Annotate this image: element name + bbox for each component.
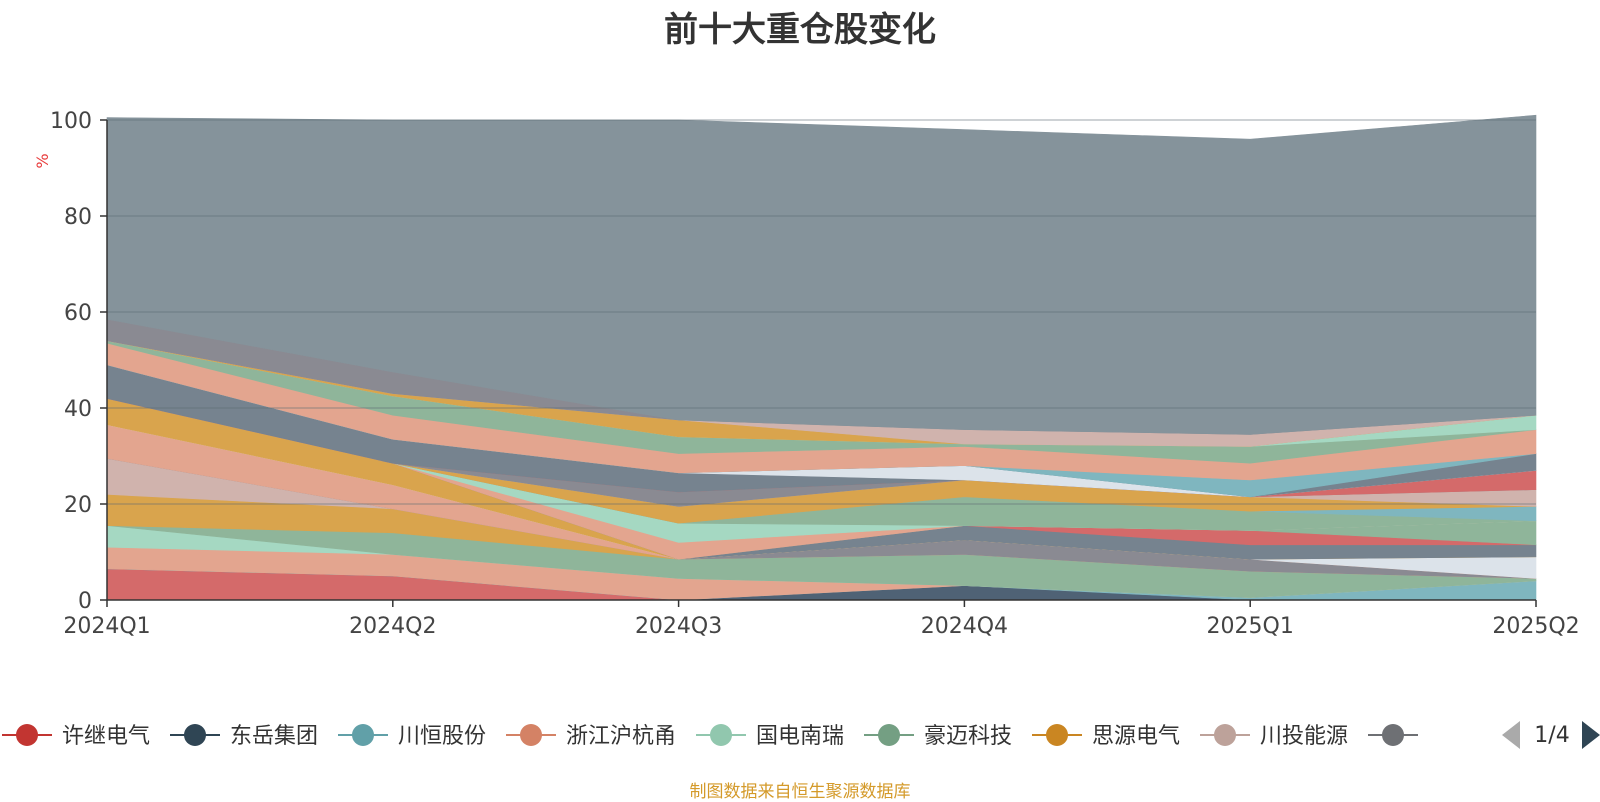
x-tick-label: 2025Q2 <box>1492 614 1579 639</box>
legend-pager: 1/4 <box>1502 721 1600 749</box>
legend-circle-marker <box>184 724 206 746</box>
legend-label: 许继电气 <box>62 724 150 749</box>
axes <box>100 119 1537 607</box>
legend-label: 思源电气 <box>1092 724 1180 749</box>
x-tick-label: 2024Q2 <box>349 614 436 639</box>
y-tick-label: 20 <box>64 493 92 518</box>
legend-circle-marker <box>352 724 374 746</box>
legend: 许继电气 东岳集团 川恒股份 浙江沪杭甬 国电南瑞 豪迈科技 思源电气 川投能源 <box>2 724 1418 749</box>
legend-item[interactable]: 川投能源 <box>1200 724 1348 749</box>
legend-item[interactable]: 川恒股份 <box>338 724 486 749</box>
source-note: 制图数据来自恒生聚源数据库 <box>689 782 911 802</box>
legend-label: 川投能源 <box>1260 724 1348 749</box>
legend-item[interactable]: 国电南瑞 <box>696 724 844 749</box>
next-page-arrow-icon[interactable] <box>1582 721 1600 749</box>
x-tick-label: 2024Q4 <box>921 614 1008 639</box>
legend-circle-marker <box>520 724 542 746</box>
legend-label: 浙江沪杭甬 <box>566 724 676 749</box>
x-tick-label: 2025Q1 <box>1207 614 1294 639</box>
legend-page-indicator: 1/4 <box>1534 723 1569 748</box>
y-axis-labels: 0 20 40 60 80 100 <box>50 109 92 614</box>
chart-title: 前十大重仓股变化 <box>664 10 936 50</box>
grid-lines <box>107 119 1536 505</box>
legend-label: 川恒股份 <box>398 724 486 749</box>
x-tick-label: 2024Q1 <box>63 614 150 639</box>
legend-item[interactable] <box>1368 724 1418 746</box>
legend-label: 东岳集团 <box>230 724 318 749</box>
prev-page-arrow-icon[interactable] <box>1502 721 1520 749</box>
legend-item[interactable]: 思源电气 <box>1032 724 1180 749</box>
legend-circle-marker <box>16 724 38 746</box>
y-tick-label: 0 <box>78 589 92 614</box>
legend-circle-marker <box>1046 724 1068 746</box>
legend-label: 豪迈科技 <box>924 724 1012 749</box>
y-tick-label: 40 <box>64 397 92 422</box>
legend-item[interactable]: 东岳集团 <box>170 724 318 749</box>
y-axis-unit: % <box>33 153 52 168</box>
legend-circle-marker <box>878 724 900 746</box>
legend-circle-marker <box>1382 724 1404 746</box>
y-tick-label: 100 <box>50 109 92 134</box>
legend-circle-marker <box>1214 724 1236 746</box>
legend-item[interactable]: 浙江沪杭甬 <box>506 724 676 749</box>
x-axis-labels: 2024Q1 2024Q2 2024Q3 2024Q4 2025Q1 2025Q2 <box>63 614 1579 639</box>
stacked-areas <box>106 114 1537 601</box>
x-tick-label: 2024Q3 <box>635 614 722 639</box>
y-tick-label: 80 <box>64 205 92 230</box>
legend-circle-marker <box>710 724 732 746</box>
legend-label: 国电南瑞 <box>756 724 844 749</box>
legend-item[interactable]: 许继电气 <box>2 724 150 749</box>
legend-item[interactable]: 豪迈科技 <box>864 724 1012 749</box>
y-tick-label: 60 <box>64 301 92 326</box>
